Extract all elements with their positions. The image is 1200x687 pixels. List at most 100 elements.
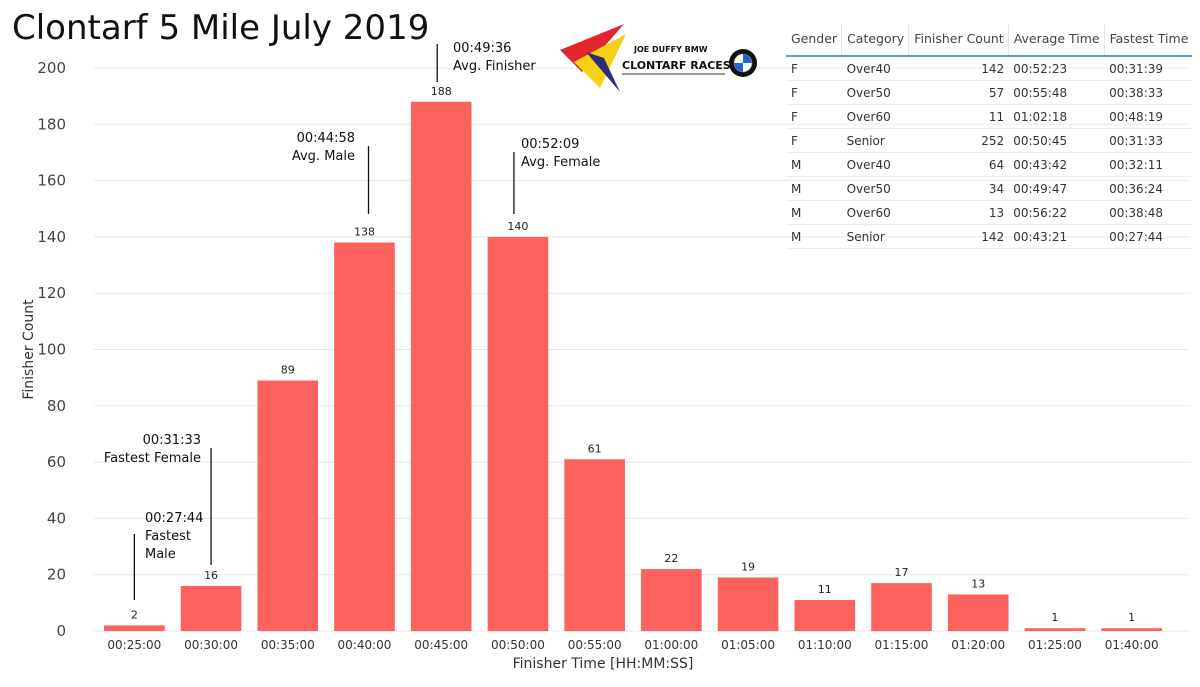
bar[interactable] bbox=[410, 101, 472, 631]
table-cell: 00:50:45 bbox=[1008, 128, 1105, 153]
logo-navy-wing bbox=[586, 52, 620, 92]
y-tick-label: 180 bbox=[37, 115, 66, 133]
table-cell: 00:43:21 bbox=[1008, 224, 1105, 249]
table-cell: 00:31:39 bbox=[1104, 56, 1193, 81]
annotation-text: 00:52:09 bbox=[521, 137, 579, 152]
table-cell: 64 bbox=[908, 152, 1009, 177]
y-tick-label: 20 bbox=[47, 566, 66, 584]
bar[interactable] bbox=[1101, 628, 1162, 631]
table-cell: 34 bbox=[908, 176, 1009, 201]
y-tick-label: 100 bbox=[37, 341, 66, 359]
table-cell: Over40 bbox=[841, 56, 909, 81]
x-tick-label: 00:25:00 bbox=[107, 638, 161, 652]
x-tick-label: 00:50:00 bbox=[491, 638, 545, 652]
y-tick-label: 200 bbox=[37, 59, 66, 77]
x-tick-label: 01:05:00 bbox=[721, 638, 775, 652]
table-row: M Over40 64 00:43:42 00:32:11 bbox=[786, 152, 1193, 177]
y-tick-label: 160 bbox=[37, 172, 66, 190]
bar[interactable] bbox=[947, 594, 1009, 631]
bar-data-label: 89 bbox=[281, 363, 295, 376]
table-cell: 00:48:19 bbox=[1104, 104, 1193, 129]
table-cell: 00:32:11 bbox=[1104, 152, 1193, 177]
y-tick-label: 60 bbox=[47, 453, 66, 471]
bar-data-label: 16 bbox=[204, 569, 218, 582]
bar-data-label: 22 bbox=[664, 552, 678, 565]
table-cell: Over60 bbox=[841, 200, 909, 225]
table-cell: M bbox=[786, 200, 842, 225]
table-cell: 00:52:23 bbox=[1008, 56, 1105, 81]
table-cell: F bbox=[786, 80, 842, 105]
table-header-cell[interactable]: Fastest Time bbox=[1103, 24, 1193, 57]
bar[interactable] bbox=[564, 459, 625, 631]
bar-data-label: 140 bbox=[507, 220, 528, 233]
annotation-text: Fastest Female bbox=[104, 451, 201, 466]
bar[interactable] bbox=[717, 577, 779, 631]
table-cell: Over50 bbox=[841, 176, 909, 201]
annotation-text: Avg. Female bbox=[521, 155, 600, 170]
table-row: F Over50 57 00:55:48 00:38:33 bbox=[786, 80, 1193, 105]
table-cell: Over60 bbox=[841, 104, 909, 129]
table-cell: F bbox=[786, 104, 842, 129]
logo-sponsor-text: JOE DUFFY BMW bbox=[634, 45, 708, 54]
table-cell: F bbox=[786, 128, 842, 153]
bar[interactable] bbox=[487, 236, 549, 631]
table-cell: 01:02:18 bbox=[1008, 104, 1105, 129]
bar[interactable] bbox=[641, 569, 702, 631]
annotation-text: Avg. Finisher bbox=[453, 59, 536, 74]
bar-data-label: 61 bbox=[588, 442, 602, 455]
annotation-text: Avg. Male bbox=[292, 149, 355, 164]
table-cell: 57 bbox=[908, 80, 1009, 105]
x-tick-label: 00:45:00 bbox=[414, 638, 468, 652]
bar-data-label: 19 bbox=[741, 561, 755, 574]
table-header-row: Gender Category Finisher Count Average Time… bbox=[786, 24, 1193, 57]
bar-data-label: 188 bbox=[431, 85, 452, 98]
x-tick-label: 01:25:00 bbox=[1028, 638, 1082, 652]
bar[interactable] bbox=[104, 625, 165, 631]
bar[interactable] bbox=[794, 600, 856, 631]
bar-data-label: 138 bbox=[354, 226, 375, 239]
chart-title: Clontarf 5 Mile July 2019 bbox=[12, 8, 430, 48]
table-row: F Over60 11 01:02:18 00:48:19 bbox=[786, 104, 1193, 129]
x-tick-label: 01:10:00 bbox=[798, 638, 852, 652]
bar[interactable] bbox=[1024, 628, 1086, 631]
x-tick-label: 01:15:00 bbox=[875, 638, 929, 652]
x-tick-label: 01:00:00 bbox=[644, 638, 698, 652]
y-tick-label: 40 bbox=[47, 509, 66, 527]
table-cell: Senior bbox=[841, 224, 909, 249]
annotation-text: Male bbox=[145, 547, 176, 562]
table-header-cell[interactable]: Gender bbox=[786, 24, 842, 57]
table-cell: 13 bbox=[908, 200, 1009, 225]
table-header-cell[interactable]: Average Time bbox=[1007, 24, 1105, 57]
annotation-text: 00:27:44 bbox=[145, 511, 203, 526]
annotation-text: Fastest bbox=[145, 529, 191, 544]
table-cell: Over50 bbox=[841, 80, 909, 105]
table-row: F Over40 142 00:52:23 00:31:39 bbox=[786, 56, 1193, 81]
bar[interactable] bbox=[180, 585, 242, 631]
table-cell: F bbox=[786, 56, 842, 81]
table-header-cell[interactable]: Finisher Count bbox=[908, 24, 1009, 57]
table-cell: 00:27:44 bbox=[1104, 224, 1193, 249]
y-tick-label: 0 bbox=[56, 622, 66, 640]
logo-red-wing bbox=[560, 24, 624, 72]
bar[interactable] bbox=[334, 242, 395, 631]
table-cell: 00:49:47 bbox=[1008, 176, 1105, 201]
table-body: F Over40 142 00:52:23 00:31:39 F Over50 57 00:55… bbox=[786, 56, 1193, 249]
table-cell: 00:55:48 bbox=[1008, 80, 1105, 105]
bar[interactable] bbox=[257, 380, 319, 631]
table-row: F Senior 252 00:50:45 00:31:33 bbox=[786, 128, 1193, 153]
table-row: M Over60 13 00:56:22 00:38:48 bbox=[786, 200, 1193, 225]
x-tick-label: 01:40:00 bbox=[1105, 638, 1159, 652]
bar-data-label: 13 bbox=[971, 577, 985, 590]
bars bbox=[104, 101, 1162, 631]
axes: 0 20 40 60 80 100 120 140 160 180 200 00:25:00 00:30… bbox=[37, 59, 1158, 652]
table-cell: 00:38:48 bbox=[1104, 200, 1193, 225]
table-cell: 00:43:42 bbox=[1008, 152, 1105, 177]
table-cell: 00:56:22 bbox=[1008, 200, 1105, 225]
bar[interactable] bbox=[871, 583, 932, 631]
x-tick-label: 00:40:00 bbox=[338, 638, 392, 652]
table-cell: M bbox=[786, 224, 842, 249]
table-header-cell[interactable]: Category bbox=[841, 24, 909, 57]
table-cell: 00:36:24 bbox=[1104, 176, 1193, 201]
bar-data-label: 1 bbox=[1051, 611, 1058, 624]
